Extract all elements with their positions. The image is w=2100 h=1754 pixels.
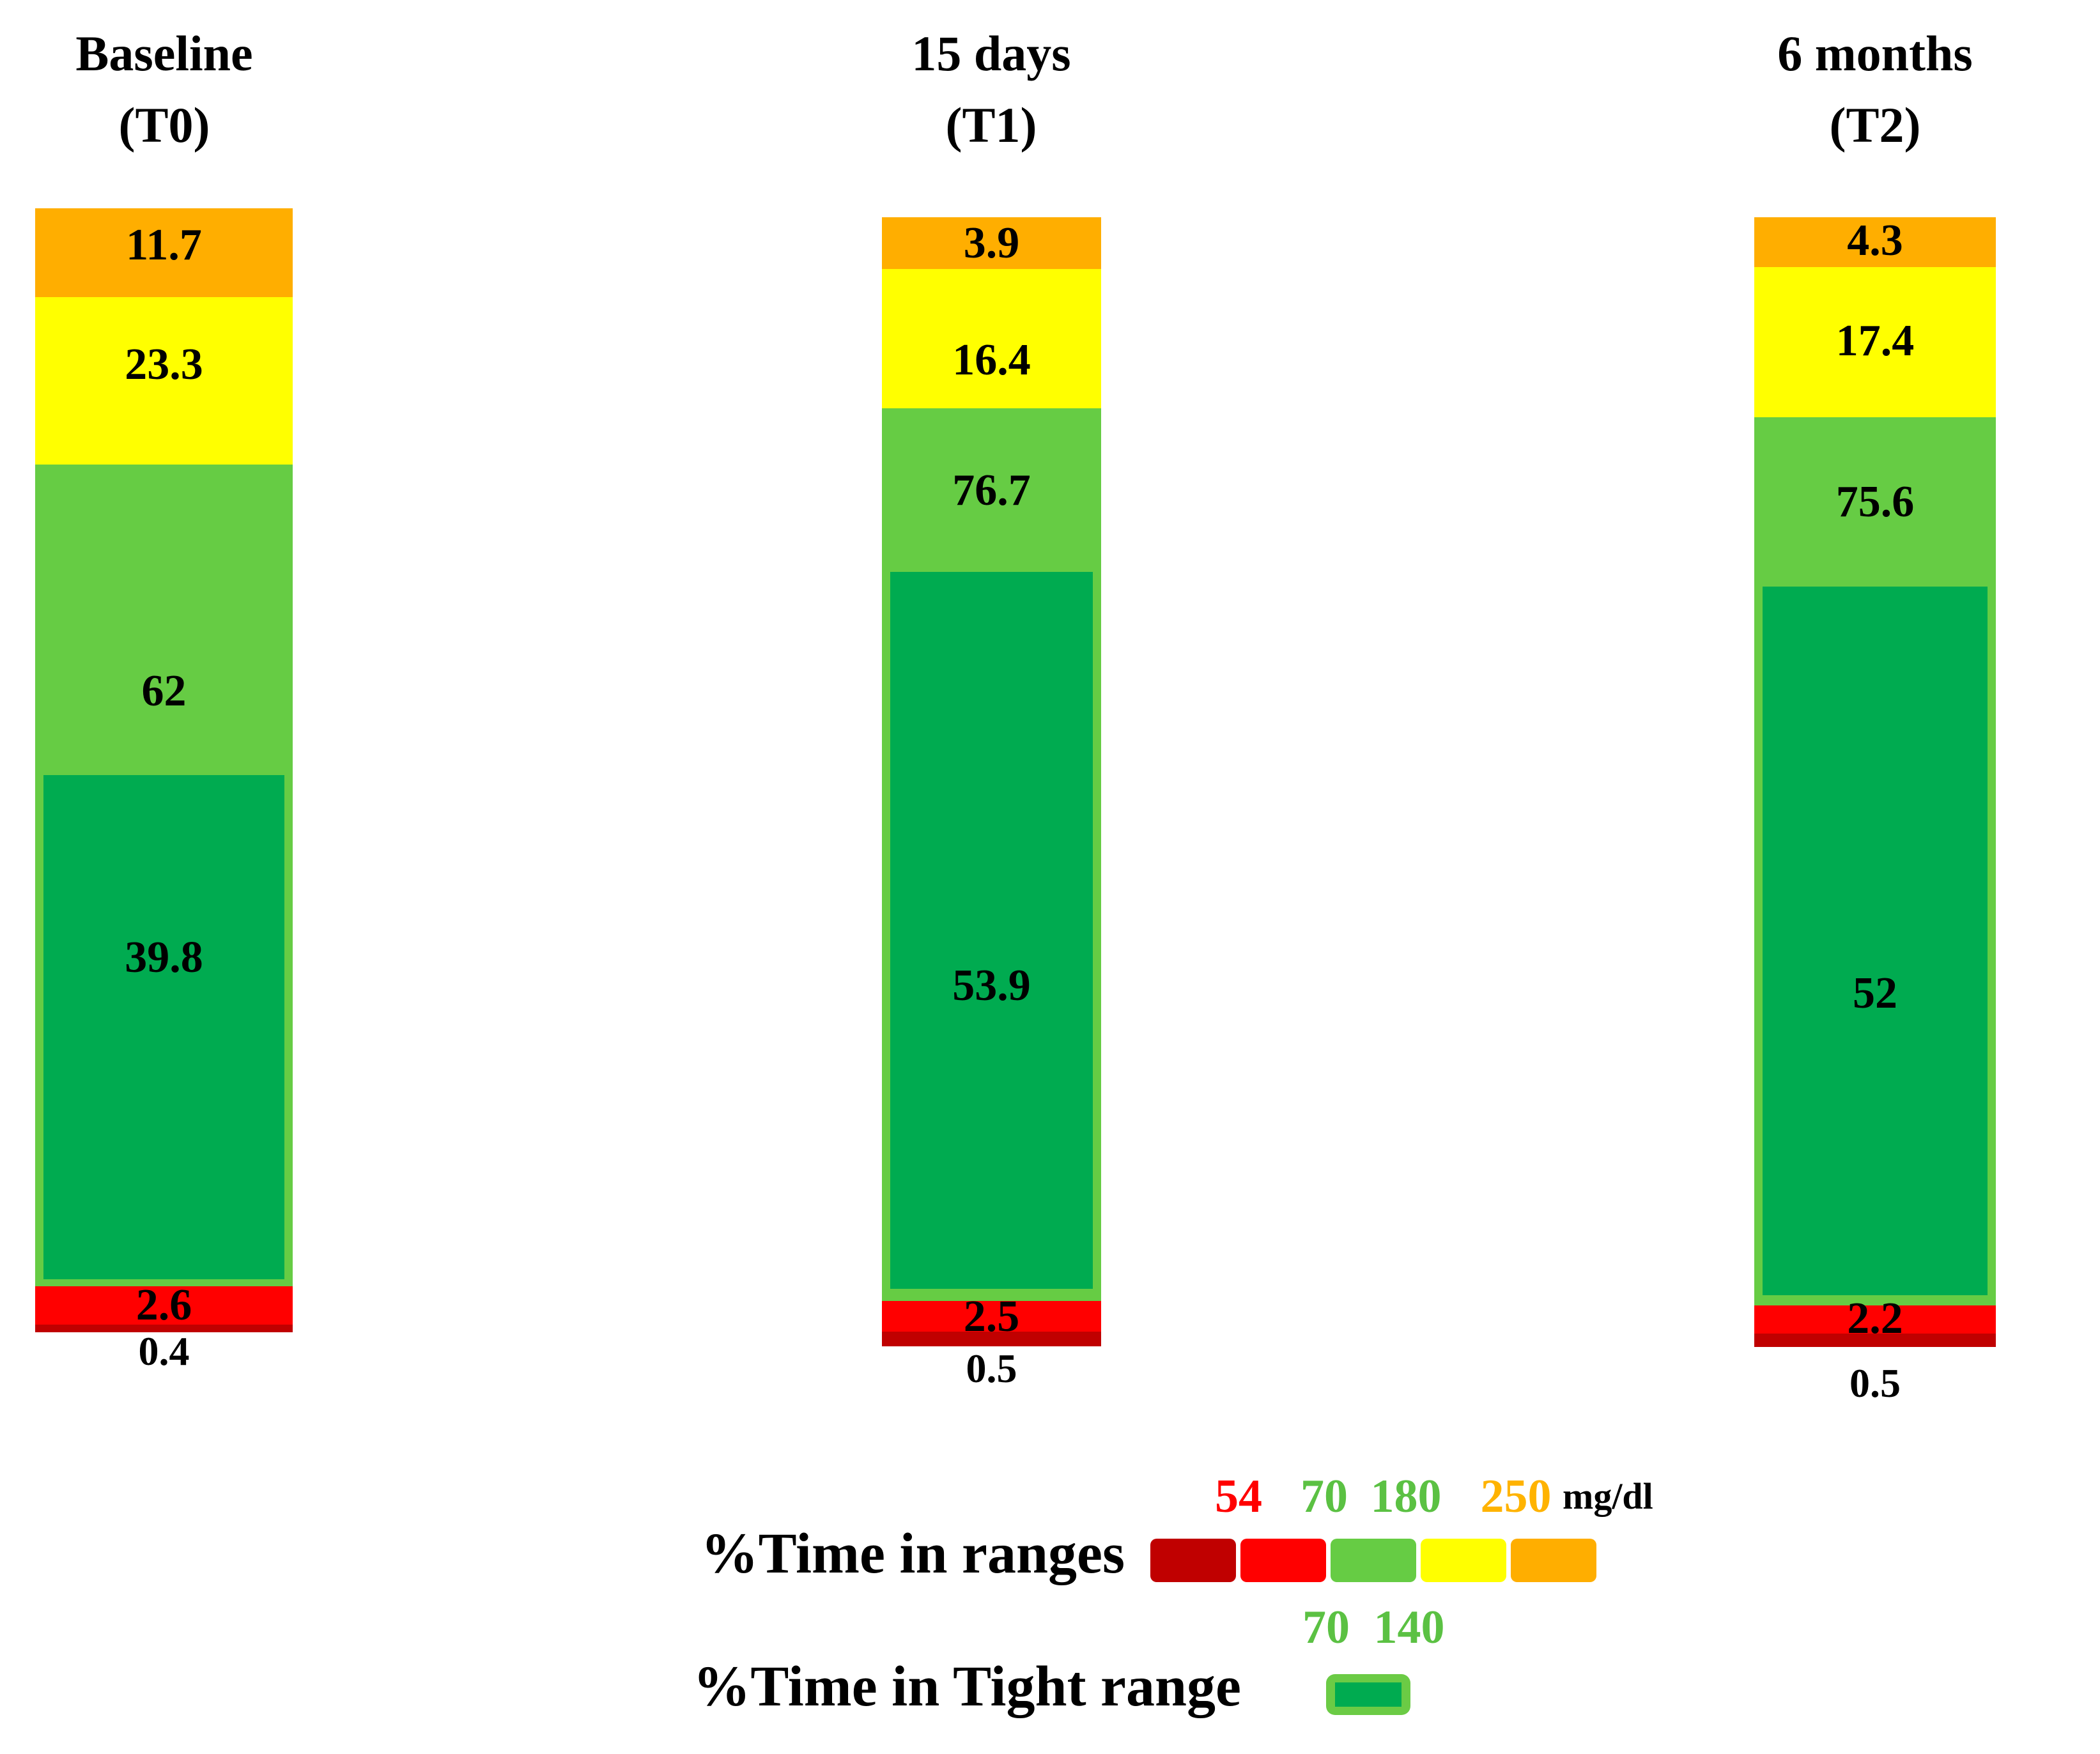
value-tight-range: 53.9 — [952, 961, 1031, 1011]
value-below-54: 0.4 — [138, 1328, 190, 1374]
bar-header-t1: 15 days (T1) — [787, 18, 1196, 161]
value-54-70: 2.6 — [135, 1280, 192, 1330]
segment-above-250 — [1754, 217, 1996, 267]
bar-header-t1-line2: (T1) — [945, 97, 1037, 153]
value-180-250: 23.3 — [125, 339, 203, 389]
legend-swatch-70-180 — [1331, 1539, 1416, 1582]
value-70-180: 76.7 — [952, 465, 1031, 515]
legend-threshold-180: 180 — [1370, 1470, 1442, 1523]
legend-tight-threshold-70: 70 — [1302, 1601, 1350, 1654]
segment-180-250 — [882, 269, 1101, 408]
value-70-180: 75.6 — [1835, 477, 1915, 527]
tight-range-overlay — [1763, 587, 1988, 1295]
bar-header-t2: 6 months (T2) — [1671, 18, 2080, 161]
segment-54-70 — [882, 1301, 1101, 1332]
segment-180-250 — [35, 296, 293, 465]
segment-below-54 — [1754, 1333, 1996, 1347]
value-54-70: 2.2 — [1847, 1293, 1903, 1343]
legend-tight-title: %Time in Tight range — [693, 1655, 1241, 1718]
segment-above-250 — [35, 208, 293, 297]
value-above-250: 3.9 — [963, 218, 1020, 268]
segment-180-250 — [1754, 266, 1996, 417]
stacked-bar-t1: 3.9 16.4 76.7 53.9 2.5 — [882, 217, 1101, 1346]
segment-above-250 — [882, 217, 1101, 270]
value-below-54: 0.5 — [1849, 1360, 1901, 1406]
bar-header-t1-line1: 15 days — [911, 26, 1071, 81]
stacked-bar-t0: 11.7 23.3 62 39.8 2.6 — [35, 208, 293, 1332]
value-above-250: 4.3 — [1847, 216, 1903, 266]
value-180-250: 17.4 — [1835, 316, 1915, 366]
value-54-70: 2.5 — [963, 1292, 1020, 1342]
bar-header-t2-line2: (T2) — [1829, 97, 1921, 153]
bar-header-t0-line2: (T0) — [118, 97, 210, 153]
legend-swatch-180-250 — [1421, 1539, 1506, 1582]
legend-tight-threshold-140: 140 — [1373, 1601, 1445, 1654]
bar-header-t2-line1: 6 months — [1777, 26, 1973, 81]
legend-threshold-54: 54 — [1215, 1470, 1262, 1523]
bar-header-t0: Baseline (T0) — [0, 18, 369, 161]
segment-54-70 — [1754, 1305, 1996, 1334]
segment-below-54 — [882, 1332, 1101, 1346]
value-70-180: 62 — [141, 666, 187, 716]
legend-tight-swatch-inner — [1335, 1682, 1401, 1707]
tight-range-overlay — [43, 774, 284, 1280]
value-below-54: 0.5 — [966, 1346, 1017, 1391]
legend-tight-swatch — [1326, 1674, 1410, 1715]
value-tight-range: 39.8 — [125, 933, 203, 983]
value-180-250: 16.4 — [952, 335, 1031, 385]
value-tight-range: 52 — [1853, 968, 1897, 1018]
legend-unit-label: mg/dl — [1563, 1475, 1653, 1517]
tight-range-overlay — [890, 571, 1093, 1289]
legend-swatch-above-250 — [1511, 1539, 1596, 1582]
legend-swatch-54-70 — [1240, 1539, 1326, 1582]
legend-threshold-250: 250 — [1480, 1470, 1552, 1523]
legend-ranges-title: %Time in ranges — [700, 1522, 1125, 1585]
bar-header-t0-line1: Baseline — [75, 26, 253, 81]
value-above-250: 11.7 — [126, 220, 202, 270]
segment-54-70 — [35, 1286, 293, 1325]
legend-swatch-below-54 — [1150, 1539, 1236, 1582]
segment-below-54 — [35, 1324, 293, 1332]
stacked-bar-t2: 4.3 17.4 75.6 52 2.2 — [1754, 216, 1996, 1347]
legend-threshold-70: 70 — [1301, 1470, 1348, 1523]
